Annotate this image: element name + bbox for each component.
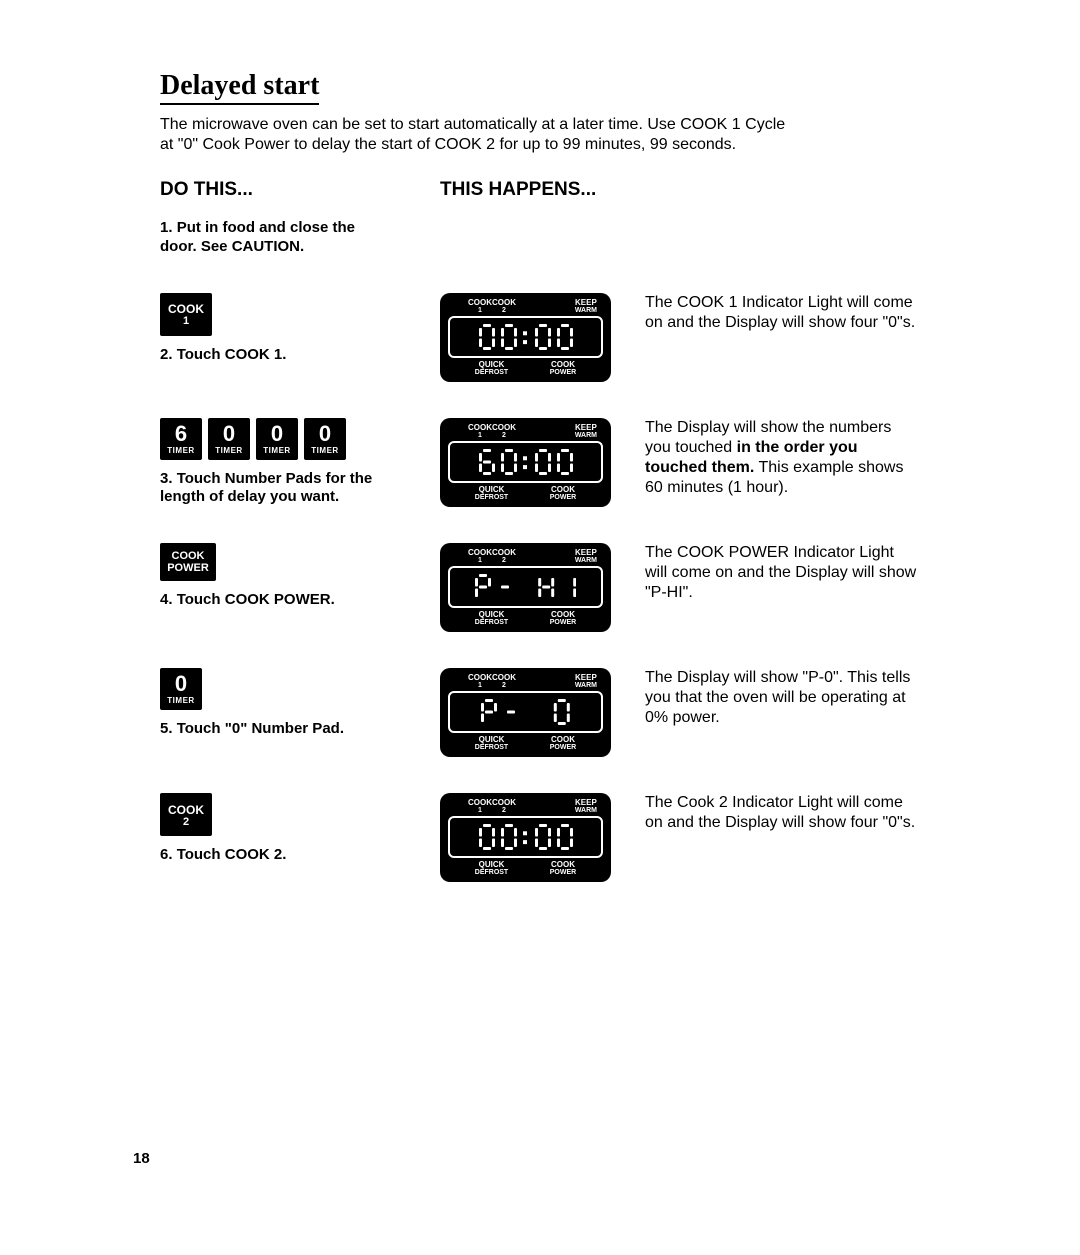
step-2-result: The COOK 1 Indicator Light will come on …: [615, 293, 920, 333]
page-number: 18: [133, 1150, 150, 1167]
step-4-text: 4. Touch COOK POWER.: [160, 591, 390, 610]
display-panel-step2: COOK1COOK2KEEPWARMQUICKDEFROSTCOOKPOWER: [440, 293, 615, 382]
display-panel-step3: COOK1COOK2KEEPWARMQUICKDEFROSTCOOKPOWER: [440, 418, 615, 507]
keypad-6-button[interactable]: 6TIMER: [160, 418, 202, 460]
step-1: 1. Put in food and close the door. See C…: [160, 219, 920, 257]
step-6-result: The Cook 2 Indicator Light will come on …: [615, 793, 920, 833]
keypad-0-button[interactable]: 0TIMER: [208, 418, 250, 460]
step-5-text: 5. Touch "0" Number Pad.: [160, 720, 390, 739]
step-2-text: 2. Touch COOK 1.: [160, 346, 390, 365]
cook-1-button[interactable]: COOK1: [160, 293, 212, 336]
column-headings: DO THIS... THIS HAPPENS...: [160, 179, 920, 201]
keypad-0-button[interactable]: 0TIMER: [256, 418, 298, 460]
step-4-result: The COOK POWER Indicator Light will come…: [615, 543, 920, 603]
intro-paragraph: The microwave oven can be set to start a…: [160, 115, 800, 155]
page: Delayed start The microwave oven can be …: [0, 0, 1080, 882]
this-happens-heading: THIS HAPPENS...: [440, 179, 596, 201]
step-6: COOK2 6. Touch COOK 2. COOK1COOK2KEEPWAR…: [160, 793, 920, 882]
display-panel-step6: COOK1COOK2KEEPWARMQUICKDEFROSTCOOKPOWER: [440, 793, 615, 882]
do-this-heading: DO THIS...: [160, 179, 440, 201]
step-5: 0TIMER 5. Touch "0" Number Pad. COOK1COO…: [160, 668, 920, 757]
step-5-result: The Display will show "P-0". This tells …: [615, 668, 920, 728]
step-1-text: 1. Put in food and close the door. See C…: [160, 219, 390, 257]
step-4: COOKPOWER 4. Touch COOK POWER. COOK1COOK…: [160, 543, 920, 632]
page-title: Delayed start: [160, 70, 319, 105]
step-6-text: 6. Touch COOK 2.: [160, 846, 390, 865]
step-3: 6TIMER 0TIMER 0TIMER 0TIMER 3. Touch Num…: [160, 418, 920, 508]
cook-power-button[interactable]: COOKPOWER: [160, 543, 216, 581]
keypad-0-button[interactable]: 0TIMER: [304, 418, 346, 460]
step-3-text: 3. Touch Number Pads for the length of d…: [160, 470, 390, 508]
display-panel-step5: COOK1COOK2KEEPWARMQUICKDEFROSTCOOKPOWER: [440, 668, 615, 757]
step-3-result: The Display will show the numbers you to…: [615, 418, 920, 498]
display-panel-step4: COOK1COOK2KEEPWARMQUICKDEFROSTCOOKPOWER: [440, 543, 615, 632]
keypad-0-button[interactable]: 0TIMER: [160, 668, 202, 710]
cook-2-button[interactable]: COOK2: [160, 793, 212, 836]
step-2: COOK1 2. Touch COOK 1. COOK1COOK2KEEPWAR…: [160, 293, 920, 382]
